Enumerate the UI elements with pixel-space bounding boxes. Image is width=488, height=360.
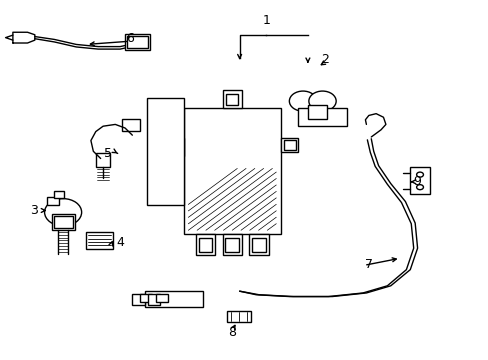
Text: 6: 6 xyxy=(126,32,134,45)
Text: 1: 1 xyxy=(262,14,270,27)
Bar xyxy=(125,34,150,50)
Text: 8: 8 xyxy=(228,326,236,339)
Text: 7: 7 xyxy=(364,258,372,271)
Bar xyxy=(222,90,242,108)
Bar xyxy=(281,138,298,152)
Bar xyxy=(252,238,265,252)
Bar xyxy=(54,216,73,228)
Bar xyxy=(195,234,215,255)
Bar xyxy=(307,105,327,119)
Bar xyxy=(222,234,242,255)
Text: 3: 3 xyxy=(30,204,38,217)
Bar xyxy=(409,167,429,194)
Bar xyxy=(148,294,160,305)
Circle shape xyxy=(308,91,335,111)
Bar xyxy=(226,94,238,105)
Bar xyxy=(227,311,250,321)
Circle shape xyxy=(167,143,179,151)
Text: 9: 9 xyxy=(413,175,421,188)
Bar xyxy=(127,36,148,48)
Bar xyxy=(144,291,203,307)
Bar xyxy=(122,119,140,131)
Circle shape xyxy=(416,185,423,190)
Bar xyxy=(298,108,346,126)
Bar xyxy=(86,231,113,249)
Bar xyxy=(147,98,183,205)
Circle shape xyxy=(289,91,316,111)
Bar xyxy=(156,294,167,302)
Bar xyxy=(132,294,144,305)
Bar xyxy=(52,214,75,230)
Text: 4: 4 xyxy=(116,236,124,249)
Bar xyxy=(140,294,152,302)
Bar xyxy=(54,192,64,198)
Circle shape xyxy=(416,172,423,177)
Text: 5: 5 xyxy=(104,147,112,159)
Circle shape xyxy=(44,199,81,226)
Bar xyxy=(47,197,59,205)
Bar xyxy=(225,238,239,252)
Bar xyxy=(249,234,268,255)
Text: 2: 2 xyxy=(320,53,328,66)
Bar xyxy=(96,153,110,167)
Bar xyxy=(198,238,212,252)
Bar xyxy=(283,140,295,150)
Bar xyxy=(163,138,183,156)
Bar xyxy=(183,108,281,234)
